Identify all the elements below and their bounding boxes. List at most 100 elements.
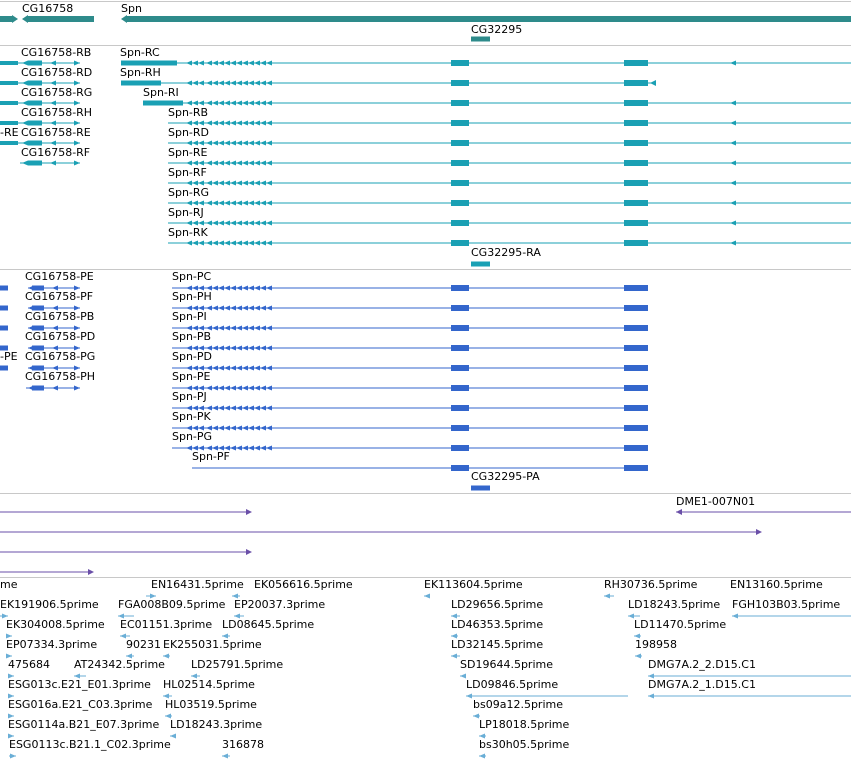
- strand-arrow-left[interactable]: [248, 445, 254, 451]
- cdna-glyph[interactable]: [246, 509, 252, 515]
- strand-arrow-left[interactable]: [192, 180, 198, 186]
- strand-arrow-left[interactable]: [186, 365, 192, 371]
- mrna-label-clipped[interactable]: -RE: [0, 126, 19, 139]
- est-label[interactable]: 90231: [126, 638, 161, 651]
- strand-arrow-left[interactable]: [212, 365, 218, 371]
- strand-arrow-left[interactable]: [186, 60, 192, 66]
- strand-arrow-left[interactable]: [230, 425, 236, 431]
- strand-arrow-left[interactable]: [224, 60, 230, 66]
- est-glyph[interactable]: [222, 633, 228, 639]
- strand-arrow-left[interactable]: [248, 345, 254, 351]
- est-label[interactable]: EK255031.5prime: [163, 638, 262, 651]
- strand-arrow-left[interactable]: [186, 405, 192, 411]
- strand-arrow-left[interactable]: [236, 325, 242, 331]
- exon-block[interactable]: [624, 160, 648, 166]
- strand-arrow-left[interactable]: [254, 405, 260, 411]
- exon-block[interactable]: [451, 425, 469, 431]
- strand-arrow-left[interactable]: [22, 160, 28, 166]
- est-glyph[interactable]: [163, 653, 169, 659]
- gene-glyph[interactable]: [12, 15, 18, 23]
- strand-arrow-left[interactable]: [230, 200, 236, 206]
- strand-arrow-left[interactable]: [236, 140, 242, 146]
- strand-arrow-left[interactable]: [218, 120, 224, 126]
- strand-arrow-left[interactable]: [248, 180, 254, 186]
- strand-arrow-left[interactable]: [50, 80, 56, 86]
- strand-arrow-left[interactable]: [206, 140, 212, 146]
- est-label[interactable]: LD18243.3prime: [170, 718, 263, 731]
- est-glyph[interactable]: [424, 593, 430, 599]
- strand-arrow-left[interactable]: [254, 180, 260, 186]
- strand-arrow-left[interactable]: [218, 285, 224, 291]
- est-label[interactable]: HL03519.5prime: [165, 698, 257, 711]
- strand-arrow-left[interactable]: [212, 305, 218, 311]
- est-label[interactable]: RH30736.5prime: [604, 578, 698, 591]
- exon-block[interactable]: [451, 465, 469, 471]
- est-glyph[interactable]: [170, 733, 176, 739]
- strand-arrow-left[interactable]: [224, 140, 230, 146]
- est-glyph[interactable]: [479, 733, 485, 739]
- strand-arrow-left[interactable]: [266, 200, 272, 206]
- strand-arrow-left[interactable]: [730, 140, 736, 146]
- strand-arrow-left[interactable]: [192, 160, 198, 166]
- est-label[interactable]: LD29656.5prime: [451, 598, 544, 611]
- strand-arrow-left[interactable]: [254, 445, 260, 451]
- strand-arrow-left[interactable]: [266, 180, 272, 186]
- est-glyph[interactable]: [635, 653, 641, 659]
- strand-arrow-left[interactable]: [186, 285, 192, 291]
- strand-arrow-left[interactable]: [230, 365, 236, 371]
- est-label[interactable]: bs30h05.5prime: [479, 738, 570, 751]
- est-glyph[interactable]: [8, 733, 14, 739]
- protein-label[interactable]: Spn-PC: [172, 270, 212, 283]
- protein-label[interactable]: Spn-PJ: [172, 390, 207, 403]
- exon-block[interactable]: [0, 305, 8, 311]
- strand-arrow-left[interactable]: [248, 365, 254, 371]
- exon-block[interactable]: [624, 465, 648, 471]
- strand-arrow-left[interactable]: [218, 345, 224, 351]
- strand-arrow-left[interactable]: [198, 345, 204, 351]
- strand-arrow-left[interactable]: [260, 200, 266, 206]
- strand-arrow-left[interactable]: [192, 120, 198, 126]
- strand-arrow-left[interactable]: [254, 385, 260, 391]
- exon-block[interactable]: [143, 100, 183, 106]
- mrna-label[interactable]: CG32295-RA: [471, 246, 541, 259]
- strand-arrow-left[interactable]: [266, 140, 272, 146]
- strand-arrow-right[interactable]: [74, 385, 80, 391]
- strand-arrow-left[interactable]: [230, 60, 236, 66]
- strand-arrow-left[interactable]: [266, 345, 272, 351]
- est-glyph[interactable]: [460, 673, 466, 679]
- strand-arrow-left[interactable]: [198, 365, 204, 371]
- strand-arrow-left[interactable]: [230, 180, 236, 186]
- strand-arrow-left[interactable]: [242, 285, 248, 291]
- strand-arrow-left[interactable]: [198, 325, 204, 331]
- strand-arrow-left[interactable]: [186, 180, 192, 186]
- strand-arrow-left[interactable]: [230, 305, 236, 311]
- strand-arrow-left[interactable]: [206, 365, 212, 371]
- cdna-glyph[interactable]: [756, 529, 762, 535]
- strand-arrow-left[interactable]: [206, 345, 212, 351]
- est-glyph[interactable]: [648, 673, 654, 679]
- strand-arrow-left[interactable]: [212, 120, 218, 126]
- est-glyph[interactable]: [2, 613, 8, 619]
- strand-arrow-left[interactable]: [248, 405, 254, 411]
- strand-arrow-left[interactable]: [198, 445, 204, 451]
- strand-arrow-right[interactable]: [74, 60, 80, 66]
- strand-arrow-left[interactable]: [248, 100, 254, 106]
- strand-arrow-left[interactable]: [192, 385, 198, 391]
- exon-block[interactable]: [624, 120, 648, 126]
- mrna-label[interactable]: CG16758-RF: [21, 146, 91, 159]
- protein-label[interactable]: CG16758-PH: [25, 370, 96, 383]
- strand-arrow-left[interactable]: [198, 120, 204, 126]
- strand-arrow-left[interactable]: [254, 160, 260, 166]
- est-label[interactable]: LD25791.5prime: [191, 658, 284, 671]
- strand-arrow-left[interactable]: [218, 200, 224, 206]
- strand-arrow-left[interactable]: [236, 405, 242, 411]
- strand-arrow-left[interactable]: [224, 220, 230, 226]
- mrna-label[interactable]: Spn-RK: [168, 226, 208, 239]
- protein-label[interactable]: Spn-PI: [172, 310, 207, 323]
- strand-arrow-left[interactable]: [206, 385, 212, 391]
- est-label[interactable]: EC01151.3prime: [120, 618, 213, 631]
- strand-arrow-left[interactable]: [242, 180, 248, 186]
- mrna-label[interactable]: CG16758-RD: [21, 66, 93, 79]
- strand-arrow-left[interactable]: [186, 160, 192, 166]
- exon-block[interactable]: [451, 445, 469, 451]
